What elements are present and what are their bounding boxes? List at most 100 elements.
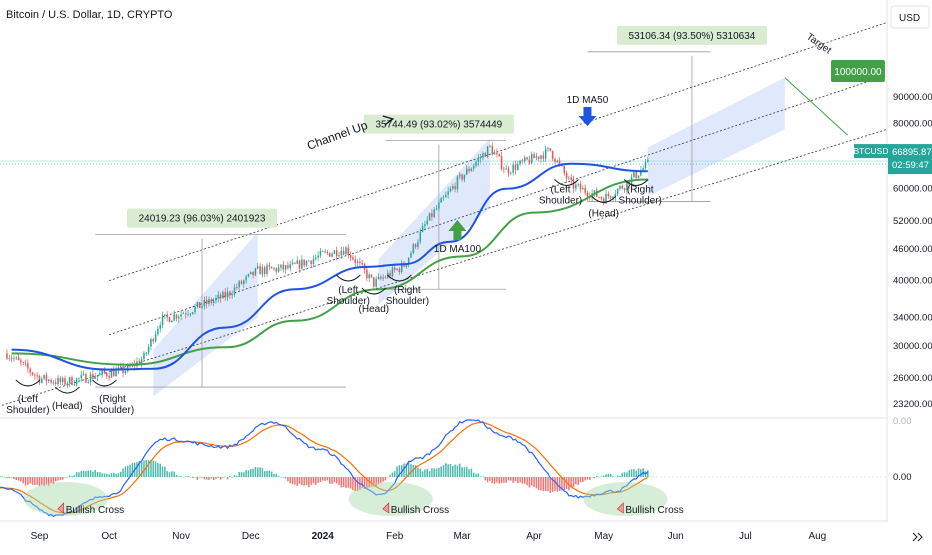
hs1-right-label: Shoulder) (91, 405, 134, 416)
price-tick-label: 52000.00 (893, 216, 932, 227)
candle-body (198, 302, 201, 309)
histogram-bar (254, 466, 257, 477)
histogram-bar (52, 477, 55, 484)
measure-label-box (127, 208, 278, 228)
histogram-bar (147, 459, 150, 477)
candle-body (498, 154, 500, 157)
candle-body (147, 346, 150, 353)
histogram-bar (41, 477, 43, 485)
histogram-bar (150, 460, 152, 477)
candle-body (168, 317, 171, 323)
histogram-bar (226, 477, 229, 480)
candle-body (275, 268, 278, 272)
candle-body (421, 226, 424, 232)
candle-body (535, 156, 538, 159)
candle-body (6, 353, 8, 359)
candle-body (510, 172, 512, 174)
candle-body (514, 164, 517, 170)
histogram-bar (345, 477, 347, 488)
histogram-bar (607, 474, 610, 477)
candle-body (301, 259, 303, 269)
histogram-bar (468, 469, 470, 477)
candle-body (189, 313, 192, 315)
candle-body (384, 277, 387, 279)
candle-body (106, 373, 108, 377)
candle-body (229, 291, 231, 296)
hs1-left-label: Shoulder) (6, 405, 49, 416)
candle-body (428, 213, 431, 221)
scroll-right-icon[interactable] (912, 532, 923, 542)
histogram-bar (322, 477, 324, 481)
histogram-bar (99, 472, 101, 477)
histogram-bar (326, 477, 329, 481)
candle-body (549, 148, 552, 151)
histogram-bar (414, 465, 417, 477)
histogram-bar (621, 472, 624, 477)
candle-body (526, 157, 528, 160)
candle-body (185, 313, 187, 315)
hs3-right-label: Shoulder) (619, 195, 662, 206)
candle-body (175, 314, 178, 319)
candle-body (52, 382, 55, 384)
histogram-bar (3, 477, 6, 478)
histogram-bar (547, 477, 549, 492)
candle-body (368, 274, 370, 279)
histogram-bar (289, 477, 292, 484)
candle-body (45, 374, 48, 382)
candle-body (612, 197, 614, 198)
histogram-bar (89, 470, 92, 477)
histogram-bar (31, 477, 34, 485)
histogram-bar (544, 477, 547, 492)
histogram-bar (217, 477, 220, 478)
histogram-bar (152, 460, 155, 477)
histogram-bar (398, 465, 401, 477)
histogram-bar (493, 477, 496, 484)
candle-body (626, 181, 628, 191)
candle-body (43, 374, 45, 379)
histogram-bar (561, 477, 563, 491)
candle-body (600, 197, 603, 199)
candle-body (438, 202, 440, 209)
candle-body (317, 255, 319, 258)
histogram-bar (333, 477, 336, 483)
cross-marker-icon (616, 502, 624, 514)
histogram-bar (71, 476, 73, 477)
histogram-bar (106, 473, 108, 477)
candle-body (405, 264, 408, 267)
price-tick-label: 46000.00 (893, 244, 932, 255)
candle-body (328, 252, 331, 257)
histogram-bar (463, 467, 466, 477)
histogram-bar (85, 471, 87, 477)
candle-body (479, 157, 482, 159)
candle-body (294, 262, 296, 264)
histogram-bar (505, 477, 507, 483)
histogram-bar (389, 474, 391, 477)
candle-body (461, 174, 463, 180)
histogram-bar (50, 477, 52, 484)
time-axis-label: Mar (453, 531, 471, 542)
histogram-bar (391, 472, 394, 477)
histogram-bar (115, 473, 117, 477)
histogram-bar (354, 477, 357, 491)
price-tick-label: 90000.00 (893, 92, 932, 103)
histogram-bar (575, 477, 577, 484)
histogram-bar (87, 470, 89, 477)
histogram-bar (489, 477, 491, 481)
currency-button[interactable] (890, 5, 930, 29)
candle-body (50, 379, 52, 383)
measure-label: 53106.34 (93.50%) 5310634 (629, 31, 756, 42)
time-axis-label: Oct (101, 531, 117, 542)
histogram-bar (24, 477, 27, 486)
candle-body (219, 294, 222, 299)
candle-body (240, 281, 243, 284)
histogram-bar (36, 477, 38, 485)
histogram-bar (310, 477, 312, 485)
histogram-bar (317, 477, 319, 483)
candle-body (354, 259, 357, 263)
histogram-bar (373, 477, 375, 487)
histogram-bar (284, 477, 287, 479)
histogram-bar (586, 477, 589, 480)
candle-body (391, 267, 394, 277)
